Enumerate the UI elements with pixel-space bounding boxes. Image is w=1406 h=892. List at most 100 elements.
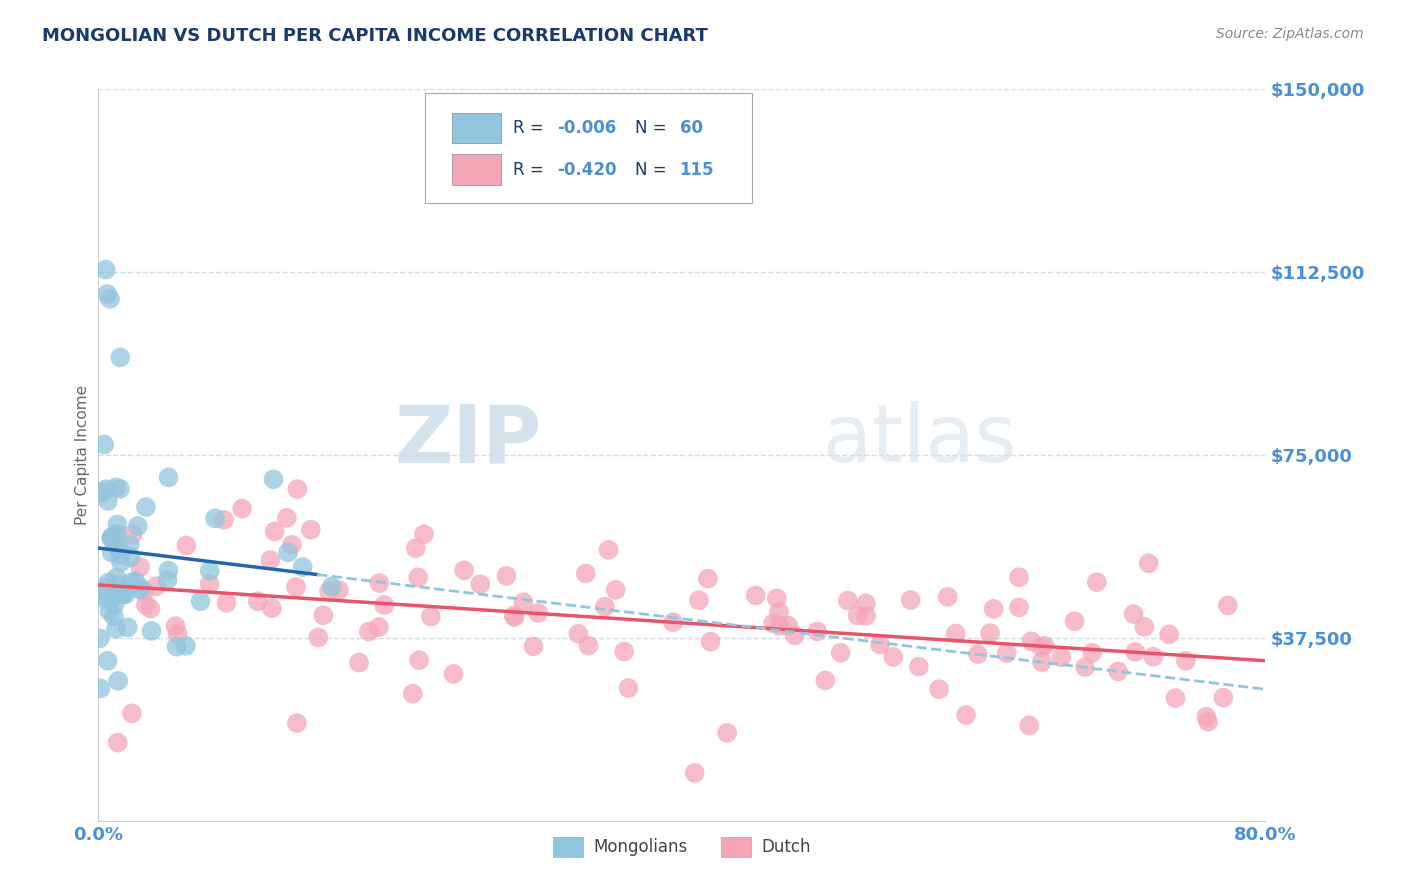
Point [776,618,799,632]
Point [198,577,221,591]
Point [662,615,685,630]
Point [107,577,129,591]
Point [453,563,475,577]
Point [1021,634,1043,648]
Point [121,528,143,542]
Point [262,472,284,486]
Point [1081,646,1104,660]
Point [995,646,1018,660]
Point [129,560,152,574]
Point [1063,614,1085,628]
Point [212,513,235,527]
Point [157,470,180,484]
Point [900,593,922,607]
Text: 60: 60 [679,119,703,137]
Point [129,582,152,596]
Point [104,598,127,612]
Point [104,529,127,543]
Point [281,538,304,552]
Point [1122,607,1144,621]
Point [766,591,789,606]
Point [259,553,281,567]
Point [368,576,391,591]
Point [575,566,598,581]
Point [90,588,112,602]
Point [107,736,129,750]
Point [373,598,395,612]
Point [145,579,167,593]
Point [156,573,179,587]
Point [928,682,950,697]
Point [617,681,640,695]
Point [783,628,806,642]
Point [855,597,877,611]
Point [367,620,389,634]
Point [104,622,127,636]
Point [1159,627,1181,641]
Point [1142,649,1164,664]
Point [118,538,141,552]
Point [198,564,221,578]
Point [231,501,253,516]
Point [215,596,238,610]
Point [613,644,636,658]
Point [1074,660,1097,674]
Point [112,587,135,601]
Point [260,601,283,615]
Text: Source: ZipAtlas.com: Source: ZipAtlas.com [1216,27,1364,41]
Point [1133,620,1156,634]
Point [141,624,163,638]
Point [312,608,335,623]
Point [105,526,128,541]
Point [1033,639,1056,653]
Point [443,667,465,681]
Point [127,519,149,533]
Point [165,619,187,633]
Point [108,482,131,496]
Legend: Mongolians, Dutch: Mongolians, Dutch [547,830,817,863]
Point [696,572,718,586]
Point [936,590,959,604]
Text: R =: R = [513,161,548,178]
FancyBboxPatch shape [425,93,752,202]
Point [176,538,198,552]
Point [101,591,124,606]
Point [846,608,869,623]
Point [966,647,988,661]
Text: N =: N = [636,161,672,178]
Point [128,582,150,597]
Point [105,570,128,584]
Point [578,639,600,653]
Point [413,527,436,541]
Point [593,599,616,614]
FancyBboxPatch shape [451,154,501,185]
Text: R =: R = [513,119,548,137]
Point [1123,645,1146,659]
Point [166,627,188,641]
Point [402,687,425,701]
Point [522,640,544,654]
Point [495,569,517,583]
Point [263,524,285,539]
Text: N =: N = [636,119,672,137]
Point [567,626,589,640]
Point [512,595,534,609]
Point [96,287,118,301]
Point [837,593,859,607]
Text: -0.420: -0.420 [557,161,617,178]
Point [110,555,132,569]
Point [121,706,143,721]
Point [955,708,977,723]
Point [347,656,370,670]
Point [101,530,124,544]
Point [683,766,706,780]
Point [830,646,852,660]
Point [405,541,427,556]
Text: MONGOLIAN VS DUTCH PER CAPITA INCOME CORRELATION CHART: MONGOLIAN VS DUTCH PER CAPITA INCOME COR… [42,27,709,45]
Point [285,482,308,496]
Point [1195,709,1218,723]
Point [284,580,307,594]
Point [1031,655,1053,669]
Point [110,586,132,600]
Point [605,582,627,597]
